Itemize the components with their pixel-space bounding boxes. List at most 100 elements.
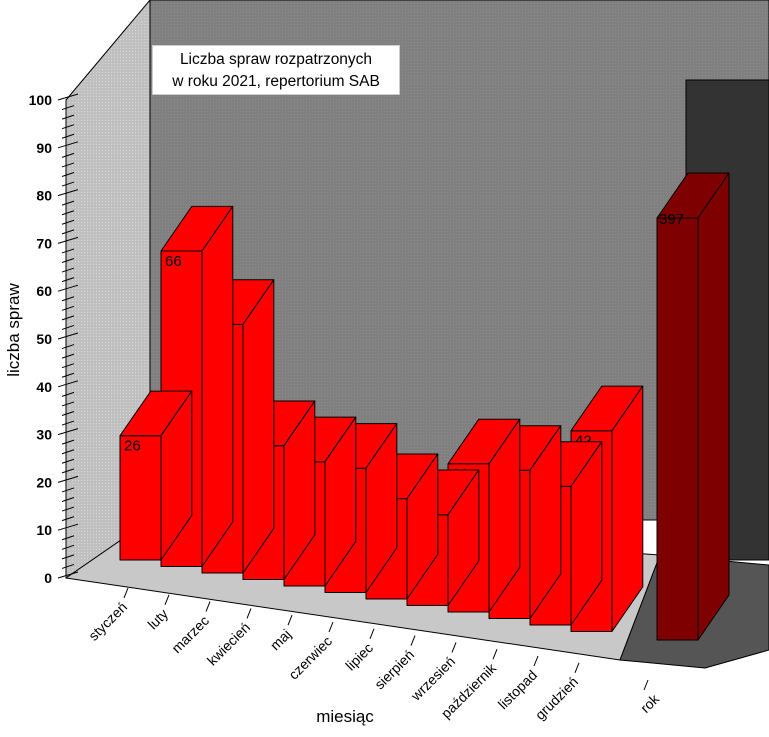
total-bar-side	[697, 172, 730, 641]
bar-10-side	[570, 441, 603, 626]
bar-11-side	[611, 385, 644, 632]
x-tick	[533, 655, 539, 667]
x-tick	[643, 679, 649, 691]
y-tick	[61, 324, 75, 330]
x-tick	[164, 594, 170, 605]
y-tick-label: 70	[36, 235, 52, 251]
y-axis-label: liczba spraw	[4, 283, 23, 377]
y-tick	[61, 210, 75, 216]
x-tick	[574, 662, 580, 673]
y-tick	[57, 475, 79, 483]
y-tick	[61, 114, 75, 120]
x-tick	[451, 642, 457, 653]
y-tick	[61, 172, 75, 177]
y-tick	[61, 315, 75, 321]
bar-3-side	[283, 400, 316, 580]
y-tick	[61, 353, 75, 359]
y-tick	[57, 380, 79, 388]
y-tick	[61, 516, 75, 522]
y-tick	[61, 248, 75, 254]
y-tick-label: 10	[36, 522, 52, 538]
y-tick	[61, 554, 75, 560]
y-tick-label: 30	[36, 427, 52, 443]
y-tick	[61, 563, 75, 569]
bar-8-side	[488, 418, 521, 613]
y-tick	[57, 189, 79, 197]
bar-9-side	[529, 425, 562, 619]
y-tick-label: 50	[36, 331, 52, 347]
y-tick-label: 60	[36, 283, 52, 299]
x-tick-label: lipiec	[342, 640, 376, 674]
y-tick	[61, 133, 75, 139]
y-tick	[57, 523, 79, 531]
x-tick	[369, 628, 375, 639]
y-tick	[61, 439, 75, 445]
bar-6-side	[406, 453, 439, 600]
bar-5-side	[365, 423, 398, 593]
y-tick	[57, 141, 79, 149]
x-tick	[123, 587, 129, 599]
bar-1-side	[201, 205, 234, 567]
y-tick	[61, 344, 75, 350]
y-tick-label: 100	[29, 92, 53, 108]
y-tick	[57, 284, 79, 292]
y-tick	[61, 420, 75, 426]
y-tick-label: 80	[36, 188, 52, 204]
y-tick	[61, 401, 75, 407]
y-tick	[57, 428, 79, 436]
y-tick	[61, 296, 75, 302]
total-bar-value-label: 397	[659, 211, 684, 228]
y-tick	[61, 391, 75, 397]
y-tick	[61, 181, 75, 187]
y-tick	[61, 372, 75, 378]
bar-7-side	[447, 469, 480, 606]
x-tick-label: grudzień	[532, 674, 581, 723]
y-tick	[61, 506, 75, 512]
x-tick	[205, 601, 211, 612]
x-tick-label: maj	[267, 626, 294, 653]
chart-title: Liczba spraw rozpatrzonych w roku 2021, …	[152, 45, 400, 95]
y-tick	[61, 468, 75, 474]
y-tick	[61, 535, 75, 541]
x-tick-label: styczeń	[85, 599, 130, 644]
y-tick	[57, 236, 79, 244]
x-tick	[287, 615, 293, 626]
x-tick	[246, 608, 252, 619]
total-bar-front	[656, 217, 699, 641]
y-tick	[61, 487, 75, 493]
y-tick-label: 20	[36, 474, 52, 490]
y-tick	[61, 200, 75, 206]
y-tick	[61, 363, 75, 369]
y-tick	[61, 449, 75, 455]
x-tick-label: sierpień	[371, 646, 417, 692]
y-tick	[61, 229, 75, 235]
x-tick	[410, 635, 416, 646]
chart-title-line-2: w roku 2021, repertorium SAB	[172, 73, 380, 90]
y-tick	[61, 258, 75, 263]
y-tick	[61, 544, 75, 550]
chart-title-line-1: Liczba spraw rozpatrzonych	[179, 51, 373, 68]
y-tick	[61, 267, 75, 273]
y-tick	[57, 571, 79, 579]
x-tick-label: luty	[144, 606, 171, 633]
y-tick	[61, 458, 75, 464]
total-bar-label: rok	[637, 690, 663, 716]
bar-1-value-label: 66	[165, 253, 182, 270]
y-tick	[57, 332, 79, 340]
x-tick-label: listopad	[495, 667, 540, 712]
y-tick	[61, 219, 75, 225]
x-tick-label: czerwiec	[285, 633, 335, 683]
y-tick	[61, 277, 75, 283]
y-tick-label: 0	[44, 570, 52, 586]
bar-0-side	[160, 390, 193, 561]
y-tick	[61, 105, 75, 111]
y-tick	[61, 152, 75, 158]
y-tick-label: 90	[36, 140, 52, 156]
y-tick	[61, 162, 75, 168]
bar-2-side	[242, 279, 275, 574]
bar-0-value-label: 26	[124, 438, 141, 455]
y-tick	[57, 93, 79, 101]
y-tick	[61, 305, 75, 311]
bar-4-side	[324, 416, 357, 587]
y-tick	[61, 497, 75, 502]
